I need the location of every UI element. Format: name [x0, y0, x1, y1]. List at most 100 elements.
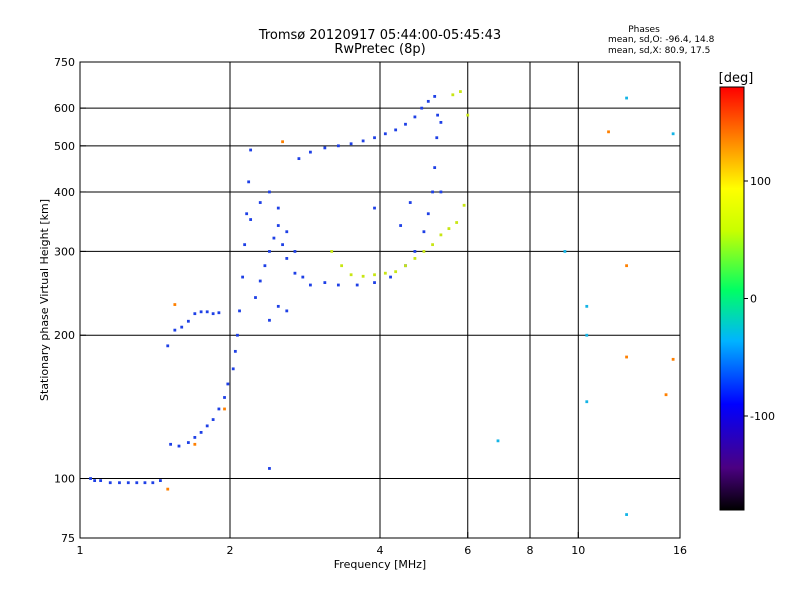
x-tick-label: 1 — [77, 544, 84, 557]
data-point — [408, 201, 412, 204]
data-point — [245, 212, 249, 216]
x-tick-label: 6 — [464, 544, 471, 557]
colorbar-tick-label: 100 — [750, 175, 771, 188]
data-point — [607, 130, 610, 134]
data-point — [422, 250, 426, 253]
colorbar-ticks: 100 0 -100 — [744, 175, 775, 423]
data-point — [330, 250, 334, 253]
data-point — [373, 273, 376, 277]
data-point — [199, 310, 203, 314]
y-tick-label: 200 — [54, 329, 75, 342]
data-point — [108, 481, 112, 485]
data-point — [193, 436, 197, 439]
colorbar-label: [deg] — [719, 71, 754, 86]
data-point — [585, 333, 589, 337]
data-point — [169, 442, 173, 446]
data-point — [383, 271, 387, 275]
data-point — [389, 275, 392, 279]
data-point — [205, 310, 209, 314]
data-point — [135, 481, 139, 485]
x-axis-ticks: 1 2 4 6 8 10 16 — [77, 532, 687, 557]
data-point — [439, 120, 443, 124]
data-point — [143, 481, 147, 485]
data-point — [211, 418, 215, 421]
data-point — [297, 157, 301, 161]
data-point — [671, 357, 675, 361]
data-point — [180, 325, 184, 329]
data-point — [276, 304, 280, 308]
data-point — [226, 382, 230, 386]
data-point — [173, 303, 177, 306]
data-point — [426, 99, 430, 103]
data-point — [436, 113, 440, 117]
data-point — [323, 146, 327, 150]
x-tick-label: 4 — [377, 544, 384, 557]
data-point — [249, 148, 253, 152]
data-point — [451, 93, 455, 97]
data-point — [285, 309, 289, 313]
data-point — [231, 367, 235, 371]
data-point — [439, 233, 443, 237]
data-point — [459, 90, 462, 93]
data-point — [664, 393, 668, 397]
data-point — [238, 309, 241, 313]
data-point — [285, 230, 289, 234]
data-point — [323, 281, 327, 284]
data-point — [276, 206, 280, 210]
data-point — [159, 479, 162, 483]
data-point — [625, 355, 628, 359]
data-point — [217, 407, 221, 411]
data-point — [585, 400, 589, 404]
stats-line-x: mean, sd,X: 80.9, 17.5 — [608, 46, 710, 56]
data-point — [236, 333, 239, 337]
data-point — [281, 243, 284, 247]
data-point — [263, 264, 267, 268]
data-point — [413, 257, 417, 260]
data-point — [268, 190, 271, 194]
data-point — [151, 481, 155, 485]
data-point — [268, 467, 271, 470]
data-point — [383, 132, 387, 136]
data-point — [233, 349, 237, 353]
data-point — [361, 139, 365, 143]
y-tick-label: 300 — [54, 245, 75, 258]
data-point — [223, 396, 226, 399]
data-point — [422, 230, 426, 234]
data-point — [268, 250, 271, 253]
y-tick-label: 400 — [54, 186, 75, 199]
data-point — [186, 441, 190, 444]
data-point — [413, 115, 417, 119]
data-point — [671, 132, 675, 136]
data-point — [462, 203, 466, 207]
data-point — [281, 140, 284, 144]
data-point — [336, 283, 340, 287]
data-point — [193, 312, 197, 316]
data-point — [426, 212, 430, 216]
data-point — [217, 311, 221, 315]
colorbar — [719, 86, 745, 511]
data-point — [455, 221, 459, 224]
data-point — [349, 273, 353, 277]
data-point — [276, 224, 280, 227]
data-point — [193, 442, 197, 446]
x-tick-label: 16 — [673, 544, 687, 557]
data-point — [258, 201, 262, 204]
data-point — [625, 96, 628, 100]
data-point — [258, 279, 262, 283]
data-point — [340, 264, 344, 268]
data-point — [625, 513, 628, 516]
data-point — [404, 264, 407, 268]
data-point — [166, 344, 170, 348]
data-point — [496, 439, 500, 443]
data-point — [431, 190, 434, 194]
data-point — [173, 328, 177, 332]
data-point — [301, 275, 305, 279]
data-point — [309, 283, 312, 287]
data-point — [309, 150, 312, 154]
data-point — [435, 136, 439, 140]
data-point — [249, 218, 253, 221]
data-point — [89, 477, 92, 480]
data-point — [433, 166, 437, 170]
y-tick-label: 500 — [54, 140, 75, 153]
data-point — [439, 190, 443, 194]
